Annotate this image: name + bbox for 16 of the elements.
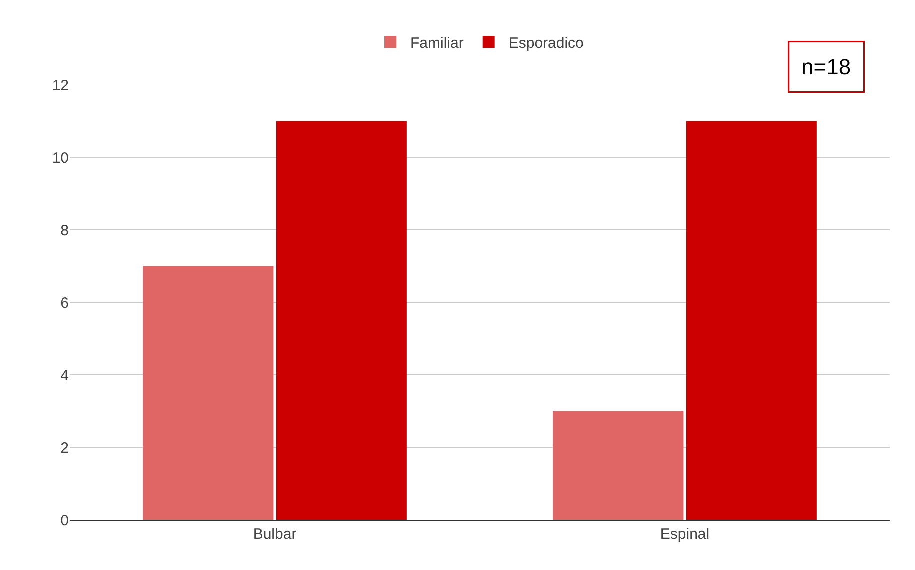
legend-label: Familiar <box>410 35 464 52</box>
x-tick-label: Espinal <box>660 526 710 543</box>
y-tick-label: 8 <box>60 222 69 240</box>
bar <box>553 411 684 520</box>
text: n=18 <box>802 54 852 80</box>
bar <box>276 121 407 520</box>
y-tick-label: 0 <box>60 512 69 530</box>
y-tick-label: 12 <box>52 77 69 94</box>
y-tick-label: 10 <box>52 150 69 167</box>
y-tick-label: 6 <box>60 294 69 312</box>
y-tick-label: 4 <box>60 367 69 384</box>
bar <box>686 121 817 520</box>
x-tick-label: Bulbar <box>253 526 297 543</box>
legend-label: Esporadico <box>508 35 584 52</box>
y-tick-label: 2 <box>60 440 69 457</box>
bar <box>143 266 274 520</box>
